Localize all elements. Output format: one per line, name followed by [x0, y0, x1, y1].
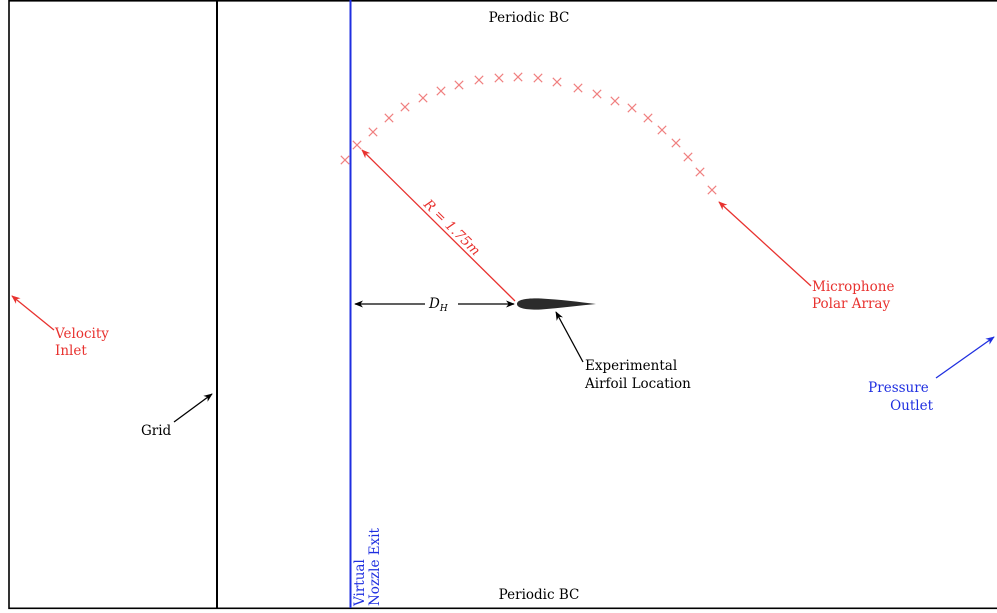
domain-boundary: [8, 0, 997, 610]
radius-arrow: [361, 149, 516, 302]
velocity-inlet-label-line1: Velocity: [54, 326, 109, 342]
microphone-marker: [643, 113, 653, 123]
microphone-marker: [610, 96, 620, 106]
mic-array-label-line2: Polar Array: [812, 296, 890, 312]
radius-label: R = 1.75m: [419, 196, 483, 259]
microphone-marker: [695, 167, 705, 177]
microphone-marker: [400, 102, 410, 112]
velocity-inlet-label-line2: Inlet: [55, 343, 87, 359]
microphone-marker: [436, 86, 446, 96]
microphone-marker: [384, 113, 394, 123]
microphone-marker: [657, 125, 667, 135]
microphone-marker: [533, 73, 543, 83]
grid-label: Grid: [141, 423, 172, 439]
microphone-marker: [683, 152, 693, 162]
virtual-nozzle-exit-label-line1: Virtual: [352, 559, 368, 607]
dh-label-main: D: [428, 296, 440, 312]
pressure-outlet-label: Pressure Outlet: [868, 380, 933, 414]
virtual-nozzle-exit-label-line2: Nozzle Exit: [367, 527, 383, 606]
velocity-inlet-arrow: [11, 295, 55, 331]
dh-label-sub: H: [439, 304, 448, 314]
periodic-bc-top-label: Periodic BC: [489, 10, 570, 26]
microphone-marker: [368, 127, 378, 137]
velocity-inlet-label: Velocity Inlet: [54, 326, 113, 359]
microphone-marker: [573, 83, 583, 93]
airfoil-label-line2: Airfoil Location: [584, 376, 691, 392]
microphone-marker: [454, 80, 464, 90]
mic-array-label-line1: Microphone: [812, 279, 894, 295]
microphone-marker: [513, 72, 523, 82]
virtual-nozzle-exit-label: Virtual Nozzle Exit: [352, 527, 383, 607]
microphone-polar-array: [340, 72, 717, 195]
microphone-marker: [552, 77, 562, 87]
pressure-outlet-label-line1: Pressure: [868, 380, 929, 396]
mic-array-label: Microphone Polar Array: [812, 279, 899, 312]
microphone-marker: [627, 103, 637, 113]
microphone-marker: [474, 75, 484, 85]
microphone-marker: [707, 185, 717, 195]
airfoil-label-line1: Experimental: [585, 358, 677, 374]
microphone-marker: [592, 89, 602, 99]
microphone-marker: [418, 93, 428, 103]
pressure-outlet-arrow: [935, 336, 995, 379]
dh-label: DH: [428, 296, 448, 314]
microphone-marker: [671, 138, 681, 148]
microphone-marker: [494, 73, 504, 83]
airfoil-label: Experimental Airfoil Location: [584, 358, 691, 392]
microphone-marker: [352, 140, 362, 150]
periodic-bc-bottom-label: Periodic BC: [499, 587, 580, 603]
grid-arrow: [173, 393, 213, 423]
pressure-outlet-label-line2: Outlet: [890, 398, 933, 414]
airfoil-shape: [517, 298, 596, 310]
mic-array-arrow: [718, 201, 812, 287]
microphone-marker: [340, 155, 350, 165]
airfoil-arrow: [555, 311, 584, 363]
